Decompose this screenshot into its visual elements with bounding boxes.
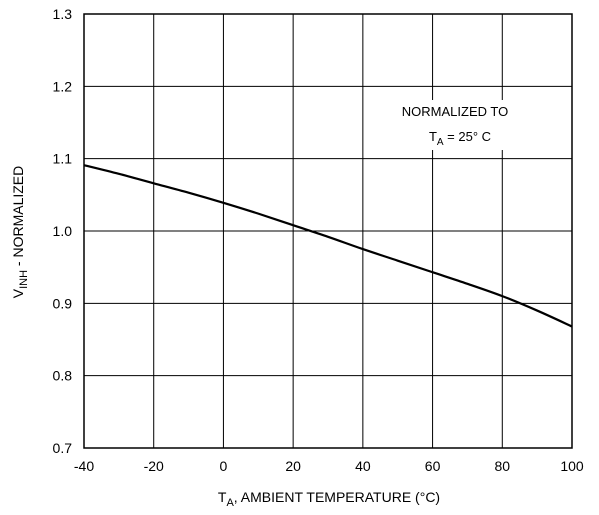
y-tick-label: 0.8 bbox=[53, 368, 73, 384]
annotation-background bbox=[392, 100, 518, 150]
y-tick-label: 1.0 bbox=[53, 223, 73, 239]
x-tick-label: 100 bbox=[560, 458, 584, 474]
x-tick-label: 0 bbox=[220, 458, 228, 474]
x-axis-title: TA, AMBIENT TEMPERATURE (°C) bbox=[218, 489, 440, 509]
annotation-line1: NORMALIZED TO bbox=[402, 104, 508, 119]
y-tick-label: 0.7 bbox=[53, 440, 73, 456]
x-tick-label: 20 bbox=[285, 458, 301, 474]
x-axis-title-main: T bbox=[218, 489, 227, 505]
annotation-line2-sub: A bbox=[437, 137, 444, 148]
grid bbox=[83, 13, 573, 449]
y-tick-label: 1.3 bbox=[53, 6, 73, 22]
ticks: -40 -20 0 20 40 60 80 100 0.7 0.8 0.9 1.0 1.1 1.2 1.3 bbox=[53, 6, 584, 474]
x-tick-label: 80 bbox=[494, 458, 510, 474]
annotation-line2-rest: = 25° C bbox=[444, 129, 491, 144]
y-tick-label: 0.9 bbox=[53, 295, 73, 311]
plot-frame bbox=[83, 13, 573, 449]
y-axis-title-rest: - NORMALIZED bbox=[10, 166, 26, 270]
x-tick-label: -20 bbox=[144, 458, 164, 474]
y-axis-title-main: V bbox=[10, 288, 26, 298]
y-axis-title-sub: INH bbox=[18, 270, 30, 289]
x-tick-label: 40 bbox=[355, 458, 371, 474]
annotation-line2-main: T bbox=[429, 129, 437, 144]
x-axis-title-rest: , AMBIENT TEMPERATURE (°C) bbox=[234, 489, 440, 505]
annotation-line2: TA = 25° C bbox=[429, 129, 491, 148]
y-tick-label: 1.1 bbox=[53, 151, 73, 167]
x-axis-title-sub: A bbox=[226, 497, 234, 509]
y-axis-title: VINH - NORMALIZED bbox=[10, 166, 30, 299]
y-tick-label: 1.2 bbox=[53, 78, 73, 94]
x-tick-label: -40 bbox=[74, 458, 94, 474]
x-tick-label: 60 bbox=[425, 458, 441, 474]
series-line bbox=[83, 164, 573, 328]
